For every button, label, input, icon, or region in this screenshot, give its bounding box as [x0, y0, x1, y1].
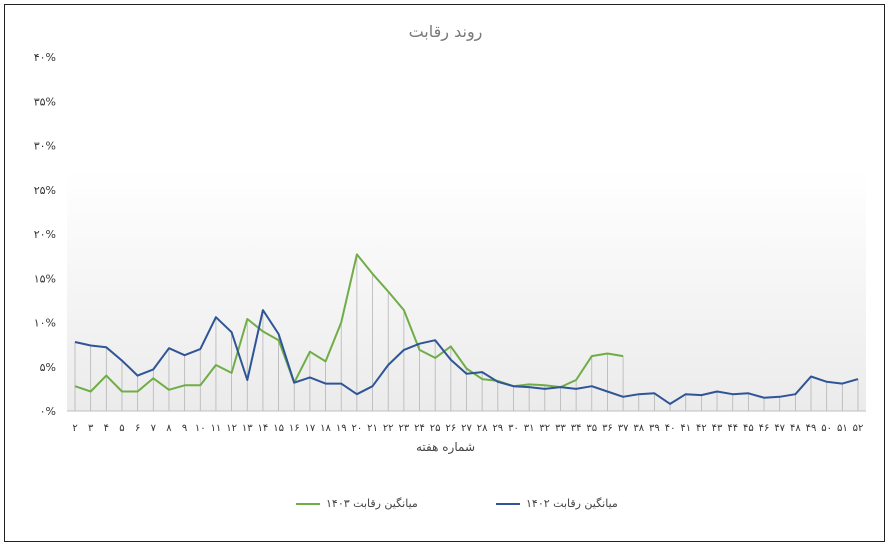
x-tick-label: ۲۸	[477, 423, 488, 434]
x-tick-label: ۱۷	[305, 423, 316, 434]
x-tick-label: ۱۲	[226, 423, 237, 434]
x-tick-label: ۱۹	[336, 423, 347, 434]
x-tick-label: ۲۱	[367, 423, 378, 434]
x-tick-label: ۵۲	[853, 423, 864, 434]
x-tick-label: ۱۸	[320, 423, 331, 434]
x-tick-label: ۳۶	[602, 423, 613, 434]
y-tick-label: ۲۵%	[34, 184, 56, 197]
x-tick-label: ۳۱	[524, 423, 535, 434]
x-tick-label: ۳	[88, 423, 94, 434]
x-tick-label: ۱۳	[242, 423, 253, 434]
x-tick-label: ۳۹	[649, 423, 660, 434]
x-tick-label: ۲۶	[445, 423, 456, 434]
y-tick-label: ۵%	[40, 361, 56, 374]
x-tick-label: ۳۵	[586, 423, 597, 434]
x-tick-label: ۳۸	[633, 423, 644, 434]
x-tick-label: ۴۸	[790, 423, 801, 434]
legend-label-1403: میانگین رقابت ۱۴۰۳	[326, 497, 418, 510]
x-tick-label: ۴۷	[774, 423, 785, 434]
x-tick-label: ۷	[151, 423, 157, 434]
series-line-1403	[74, 253, 624, 393]
x-tick-label: ۲۷	[461, 423, 472, 434]
x-tick-label: ۴۲	[696, 423, 707, 434]
series-line-1402	[74, 309, 859, 405]
x-tick-label: ۶	[135, 423, 140, 434]
y-tick-label: ۱۰%	[34, 317, 56, 330]
x-tick-label: ۲۰	[352, 423, 363, 434]
x-tick-label: ۳۲	[539, 423, 550, 434]
x-tick-label: ۲	[72, 423, 77, 434]
x-tick-label: ۱۴	[258, 423, 269, 434]
x-tick-label: ۲۳	[398, 423, 409, 434]
x-tick-label: ۳۳	[555, 423, 566, 434]
legend-item-1403: میانگین رقابت ۱۴۰۳	[296, 497, 418, 510]
x-tick-label: ۴	[104, 423, 109, 434]
legend-label-1402: میانگین رقابت ۱۴۰۲	[526, 497, 618, 510]
y-tick-label: ۲۰%	[34, 228, 56, 241]
x-tick-label: ۹	[182, 423, 187, 434]
x-tick-label: ۴۰	[665, 423, 676, 434]
y-tick-label: ۰%	[40, 405, 56, 418]
x-tick-label: ۴۶	[759, 423, 770, 434]
legend-swatch-1402	[496, 502, 520, 505]
y-tick-label: ۱۵%	[34, 272, 56, 285]
x-tick-label: ۴۱	[680, 423, 691, 434]
x-tick-label: ۵	[119, 423, 124, 434]
x-tick-label: ۳۷	[618, 423, 629, 434]
x-tick-label: ۵۱	[837, 423, 848, 434]
x-tick-label: ۴۳	[712, 423, 723, 434]
x-tick-label: ۲۲	[383, 423, 394, 434]
x-axis-label: شماره هفته	[416, 440, 475, 454]
x-tick-label: ۴۵	[743, 423, 754, 434]
x-tick-label: ۴۹	[806, 423, 817, 434]
x-tick-label: ۱۱	[211, 423, 222, 434]
chart-title: روند رقابت	[408, 22, 483, 41]
y-tick-label: ۴۰%	[34, 51, 56, 64]
x-tick-label: ۱۰	[195, 423, 206, 434]
x-tick-label: ۳۰	[508, 423, 519, 434]
x-tick-label: ۲۴	[414, 423, 425, 434]
y-tick-label: ۳۰%	[34, 140, 56, 153]
x-tick-label: ۱۵	[273, 423, 284, 434]
x-tick-label: ۸	[166, 423, 172, 434]
y-tick-label: ۳۵%	[34, 95, 56, 108]
legend-swatch-1403	[296, 502, 320, 505]
x-tick-label: ۲۹	[492, 423, 503, 434]
x-tick-label: ۵۰	[821, 423, 832, 434]
legend-item-1402: میانگین رقابت ۱۴۰۲	[496, 497, 618, 510]
x-tick-label: ۱۶	[289, 423, 300, 434]
x-tick-label: ۲۵	[430, 423, 441, 434]
x-tick-label: ۴۴	[727, 423, 738, 434]
x-tick-label: ۳۴	[571, 423, 582, 434]
